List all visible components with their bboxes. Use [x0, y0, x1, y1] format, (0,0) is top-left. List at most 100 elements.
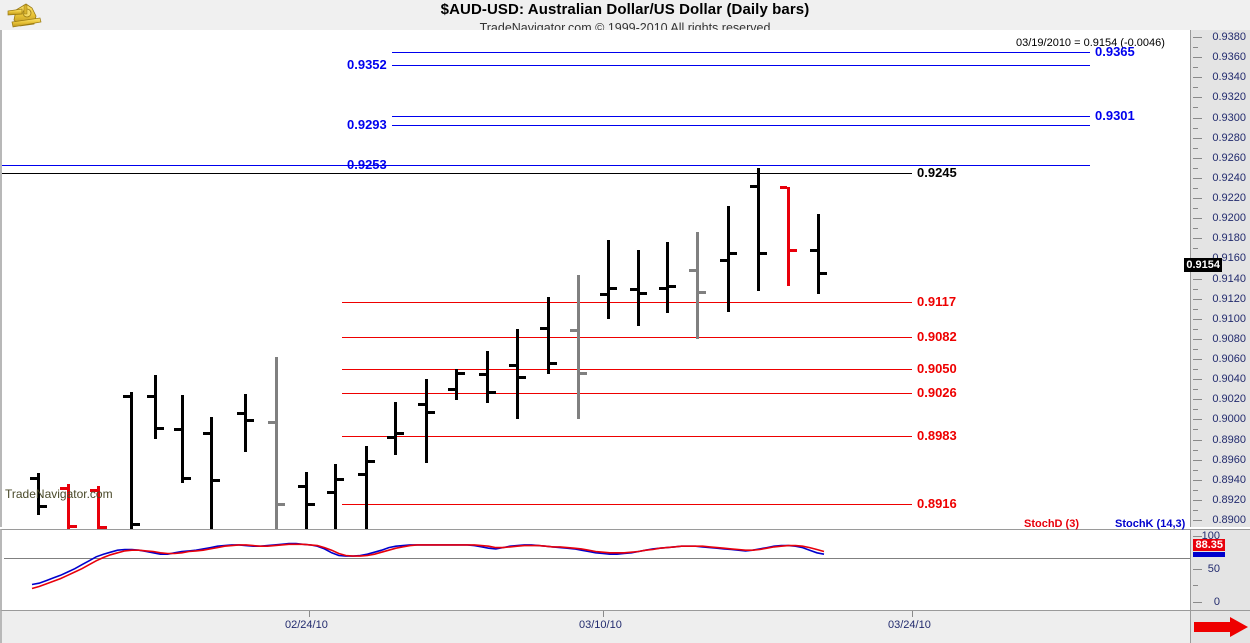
price-level-line: [342, 336, 912, 338]
date-axis[interactable]: 02/24/10 03/10/10 03/24/10: [0, 610, 1190, 643]
chart-header: $AUD-USD: Australian Dollar/US Dollar (D…: [0, 0, 1250, 35]
ohlc-close-tick: [790, 249, 797, 253]
stoch-axis-label: 50: [1207, 563, 1220, 575]
stoch-series-line: [31, 542, 825, 586]
price-axis-tick: [1193, 479, 1202, 481]
ohlc-bar: [97, 485, 100, 531]
price-chart-pane[interactable]: 03/19/2010 = 0.9154 (-0.0046) 0.9365 0.93…: [0, 30, 1190, 531]
ohlc-bar: [67, 483, 70, 531]
price-axis-tick: [1193, 298, 1202, 300]
price-axis-label: 0.9220: [1212, 192, 1246, 204]
price-axis-tick: [1193, 379, 1202, 381]
stoch-midline: [4, 558, 1190, 559]
ohlc-bar: [244, 394, 247, 452]
price-axis-scale[interactable]: 0.9380 0.9360 0.9340 0.9320 0.9300 0.9280 0.92…: [1184, 30, 1250, 531]
price-level-line: [392, 124, 1090, 126]
ohlc-close-tick: [70, 525, 77, 529]
ohlc-bar: [607, 240, 610, 319]
price-axis-label: 0.9300: [1212, 111, 1246, 124]
price-axis-tick: [1193, 137, 1202, 139]
price-axis-label: 0.9320: [1212, 91, 1246, 104]
ohlc-bar: [210, 417, 213, 531]
ohlc-bar: [275, 356, 278, 531]
scale-corner-box: [1190, 610, 1250, 643]
price-level-label: 0.9301: [1095, 108, 1135, 124]
ohlc-open-tick: [123, 395, 130, 399]
price-axis-tick: [1193, 117, 1202, 119]
ohlc-close-tick: [519, 376, 526, 380]
price-axis-minor-tick: [1193, 87, 1198, 89]
price-axis-label: 0.8980: [1212, 433, 1246, 446]
stochastic-axis-scale[interactable]: 100 50 0 88.35: [1190, 529, 1250, 619]
stoch-series-line: [31, 543, 825, 590]
ohlc-close-tick: [610, 286, 617, 290]
ohlc-open-tick: [147, 395, 154, 399]
price-axis-minor-tick: [1193, 509, 1198, 511]
ohlc-close-tick: [133, 523, 140, 527]
scroll-right-arrow-icon[interactable]: [1192, 616, 1250, 638]
stoch-axis-minor-tick: [1193, 585, 1198, 586]
ohlc-open-tick: [479, 373, 486, 377]
ohlc-open-tick: [387, 436, 394, 440]
ohlc-open-tick: [659, 286, 666, 290]
price-level-label: 0.9293: [347, 116, 387, 132]
price-axis-label: 0.9240: [1212, 171, 1246, 184]
ohlc-close-tick: [669, 284, 676, 288]
chart-title: $AUD-USD: Australian Dollar/US Dollar (D…: [440, 1, 810, 18]
price-level-label: 0.9082: [917, 328, 957, 344]
ohlc-open-tick: [810, 249, 817, 253]
price-axis-minor-tick: [1193, 288, 1198, 290]
ohlc-bar: [516, 328, 519, 420]
stoch-k-legend: StochK (14,3): [1115, 518, 1186, 530]
ohlc-bar: [334, 463, 337, 531]
ohlc-close-tick: [308, 502, 315, 506]
price-axis-tick: [1193, 459, 1202, 461]
price-axis-tick: [1193, 177, 1202, 179]
ohlc-bar: [666, 242, 669, 313]
ohlc-open-tick: [540, 326, 547, 330]
price-axis-label: 0.9080: [1212, 332, 1246, 345]
ohlc-open-tick: [60, 486, 67, 490]
ohlc-close-tick: [730, 252, 737, 256]
stoch-axis-tick: [1193, 602, 1202, 603]
price-axis-tick: [1193, 157, 1202, 159]
ohlc-open-tick: [90, 488, 97, 492]
stoch-d-legend: StochD (3): [1024, 518, 1079, 530]
price-level-label: 0.9050: [917, 361, 957, 377]
price-axis-label: 0.9000: [1212, 413, 1246, 426]
ohlc-bar: [181, 395, 184, 483]
price-axis-label: 0.9040: [1212, 373, 1246, 386]
ohlc-open-tick: [298, 484, 305, 488]
price-axis-label: 0.9100: [1212, 312, 1246, 325]
stochastic-pane[interactable]: StochD (3) StochK (14,3): [0, 518, 1190, 610]
ohlc-close-tick: [640, 291, 647, 295]
ohlc-bar: [394, 402, 397, 455]
stoch-axis-tick: [1193, 536, 1202, 537]
price-axis-minor-tick: [1193, 308, 1198, 310]
price-level-label: 0.8916: [917, 495, 957, 511]
price-axis-tick: [1193, 338, 1202, 340]
quote-readout: 03/19/2010 = 0.9154 (-0.0046): [1016, 37, 1165, 49]
ohlc-bar: [37, 472, 40, 515]
ohlc-close-tick: [820, 272, 827, 276]
price-axis-minor-tick: [1193, 187, 1198, 189]
price-axis-label: 0.9340: [1212, 71, 1246, 84]
price-axis-label: 0.9020: [1212, 393, 1246, 406]
ohlc-bar: [727, 206, 730, 312]
price-level-line: [342, 301, 912, 303]
price-axis-tick: [1193, 359, 1202, 360]
ohlc-bar: [817, 214, 820, 294]
price-level-label: 0.8983: [917, 428, 957, 444]
price-axis-label: 0.9060: [1212, 353, 1246, 365]
price-axis-tick: [1193, 499, 1202, 501]
price-axis-label: 0.9380: [1212, 31, 1246, 43]
ohlc-open-tick: [327, 490, 334, 494]
ohlc-close-tick: [100, 526, 107, 530]
price-axis-minor-tick: [1193, 449, 1198, 451]
ohlc-close-tick: [458, 372, 465, 376]
price-level-label: 0.9245: [917, 164, 957, 180]
ohlc-bar: [577, 275, 580, 420]
date-axis-label: 03/24/10: [888, 619, 931, 631]
price-axis-tick: [1193, 97, 1202, 99]
price-level-line-companion: [392, 116, 1090, 118]
